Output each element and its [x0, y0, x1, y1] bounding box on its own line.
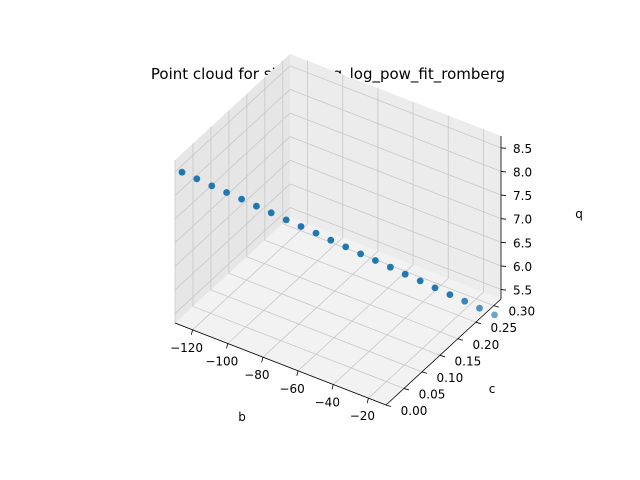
x-axis-label: b — [238, 410, 246, 424]
z-axis-label: 7.5 — [513, 189, 532, 203]
z-gridline-back — [289, 89, 502, 172]
y-axis-label: c — [489, 382, 496, 396]
y-axis-label: 0.10 — [437, 371, 464, 385]
data-point — [253, 202, 260, 210]
y-axis-tick — [439, 354, 446, 358]
data-point — [461, 297, 469, 305]
data-point — [327, 236, 335, 244]
z-gridline-back — [289, 112, 502, 196]
z-axis-tick — [500, 265, 507, 267]
y-gridline-floor — [246, 256, 459, 340]
data-point — [297, 223, 305, 230]
x-axis-label: −60 — [279, 382, 304, 396]
z-gridline-back — [289, 207, 502, 290]
y-axis-tick — [457, 338, 463, 341]
data-point — [431, 284, 439, 292]
x-axis-tick — [190, 329, 193, 335]
axis-ticks: −120−100 −80 −60 −40 −20 0.00 0.05 0.10 0.15 0.20… — [170, 142, 535, 423]
z-axis-label: 7.0 — [513, 213, 532, 227]
z-axis-label: 6.0 — [513, 260, 532, 274]
data-point — [357, 250, 364, 258]
z-axis-tick — [500, 218, 507, 220]
z-gridline-left — [174, 183, 291, 291]
x-axis-label: −40 — [315, 396, 340, 410]
z-gridline-left — [174, 160, 291, 267]
scatter-points — [178, 168, 498, 319]
data-point — [312, 229, 320, 237]
floor-pane — [175, 217, 501, 405]
x-axis-tick — [261, 357, 264, 363]
z-axis-tick — [500, 289, 507, 291]
x-axis-tick — [296, 370, 299, 376]
x-gridline-floor — [192, 223, 308, 331]
z-axis-tick — [500, 194, 507, 196]
x-gridline-floor — [297, 264, 414, 372]
z-axis-label: 8.0 — [513, 165, 532, 179]
z-gridline-left — [174, 136, 291, 243]
z-axis-label: 8.5 — [513, 142, 532, 156]
z-axis-label: q — [575, 207, 583, 221]
data-point — [401, 270, 409, 278]
x-gridline-floor — [332, 278, 449, 385]
data-point — [238, 195, 246, 203]
data-point — [387, 263, 394, 271]
y-axis-tick — [385, 404, 392, 407]
x-axis-tick — [331, 384, 334, 390]
x-gridline-floor — [262, 250, 379, 358]
z-gridline-back — [289, 136, 502, 220]
z-axis-label: 6.5 — [513, 236, 532, 250]
x-gridline-floor — [368, 291, 484, 399]
x-axis-label: −100 — [205, 355, 238, 369]
z-gridline-back — [289, 183, 502, 267]
y-axis-line — [385, 298, 502, 406]
z-gridline-back — [289, 65, 502, 149]
y-gridline-floor — [192, 306, 405, 389]
y-gridline-floor — [228, 272, 441, 356]
data-point — [476, 304, 483, 312]
x-axis-line — [174, 322, 387, 406]
axis-lines — [174, 136, 502, 406]
data-point — [223, 189, 231, 196]
x-axis-tick — [366, 398, 369, 404]
z-gridline-back — [289, 159, 502, 243]
data-point — [491, 311, 498, 319]
z-axis-tick — [500, 171, 507, 173]
data-point — [178, 168, 186, 176]
x-axis-tick — [226, 343, 229, 349]
y-axis-label: 0.05 — [419, 387, 446, 401]
data-point — [372, 257, 379, 264]
z-axis-label: 5.5 — [513, 284, 532, 298]
y-axis-tick — [493, 305, 499, 308]
x-axis-label: −120 — [170, 341, 203, 355]
data-point — [208, 182, 216, 190]
z-gridline-left — [174, 207, 291, 314]
data-point — [282, 216, 290, 224]
data-point — [416, 277, 424, 285]
y-axis-tick — [475, 321, 481, 325]
z-axis-tick — [500, 241, 507, 244]
y-axis-label: 0.25 — [490, 321, 517, 335]
axes-panes — [175, 54, 501, 405]
y-axis-tick — [403, 388, 410, 391]
left-wall-pane — [175, 54, 290, 323]
z-gridline-left — [174, 65, 291, 173]
y-axis-label: 0.20 — [473, 338, 500, 352]
y-axis-label: 0.15 — [455, 354, 482, 368]
y-axis-label: 0.30 — [508, 305, 535, 319]
x-gridline-floor — [227, 237, 344, 344]
z-gridline-left — [174, 112, 291, 220]
y-gridline-floor — [210, 289, 423, 373]
data-point — [446, 291, 454, 298]
x-axis-label: −20 — [350, 409, 375, 423]
data-point — [342, 243, 350, 251]
y-gridline-floor — [264, 239, 476, 323]
y-axis-tick — [421, 371, 428, 374]
y-axis-label: 0.00 — [401, 404, 428, 418]
data-point — [193, 175, 201, 183]
z-axis-tick — [500, 147, 507, 149]
x-axis-label: −80 — [244, 368, 269, 382]
data-point — [267, 209, 275, 217]
